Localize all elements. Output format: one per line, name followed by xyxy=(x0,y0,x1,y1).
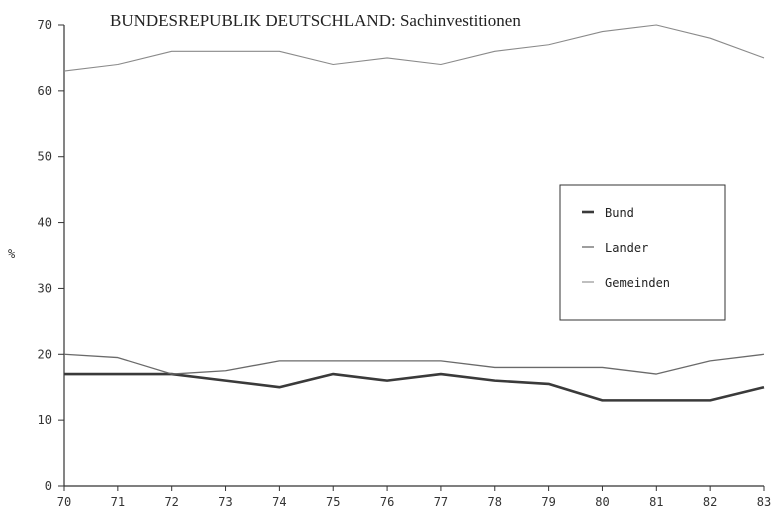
x-tick-label: 76 xyxy=(380,495,394,509)
series-line-lander xyxy=(63,353,765,375)
legend-label: Lander xyxy=(605,241,648,255)
x-tick-label: 71 xyxy=(111,495,125,509)
x-axis-ticks: 70 71 72 73 74 75 76 77 78 79 80 81 82 83 xyxy=(57,486,771,509)
y-tick-label: 10 xyxy=(38,413,52,427)
x-tick-label: 83 xyxy=(757,495,771,509)
x-tick-label: 80 xyxy=(595,495,609,509)
x-tick-label: 74 xyxy=(272,495,286,509)
legend-box xyxy=(559,184,726,321)
series-line-bund xyxy=(64,372,765,402)
legend: Bund Lander Gemeinden xyxy=(559,184,726,321)
y-tick-label: 30 xyxy=(38,281,52,295)
x-tick-label: 82 xyxy=(703,495,717,509)
y-tick-label: 0 xyxy=(45,479,52,493)
series-line-gemeinden xyxy=(63,24,765,72)
y-tick-label: 70 xyxy=(38,18,52,32)
y-tick-label: 60 xyxy=(38,84,52,98)
x-tick-label: 79 xyxy=(541,495,555,509)
x-tick-label: 75 xyxy=(326,495,340,509)
series-lines xyxy=(63,24,765,402)
legend-label: Bund xyxy=(605,206,634,220)
x-tick-label: 77 xyxy=(434,495,448,509)
legend-label: Gemeinden xyxy=(605,276,670,290)
y-axis-label: % xyxy=(8,247,16,261)
y-tick-label: 50 xyxy=(38,150,52,164)
x-tick-label: 81 xyxy=(649,495,663,509)
x-tick-label: 73 xyxy=(218,495,232,509)
x-tick-label: 70 xyxy=(57,495,71,509)
y-tick-label: 40 xyxy=(38,216,52,230)
x-tick-label: 72 xyxy=(164,495,178,509)
axes xyxy=(63,25,764,487)
x-tick-label: 78 xyxy=(488,495,502,509)
y-tick-label: 20 xyxy=(38,347,52,361)
chart-title: BUNDESREPUBLIK DEUTSCHLAND: Sachinvestit… xyxy=(110,11,521,30)
y-axis-ticks: 0 10 20 30 40 50 60 70 xyxy=(38,18,64,493)
